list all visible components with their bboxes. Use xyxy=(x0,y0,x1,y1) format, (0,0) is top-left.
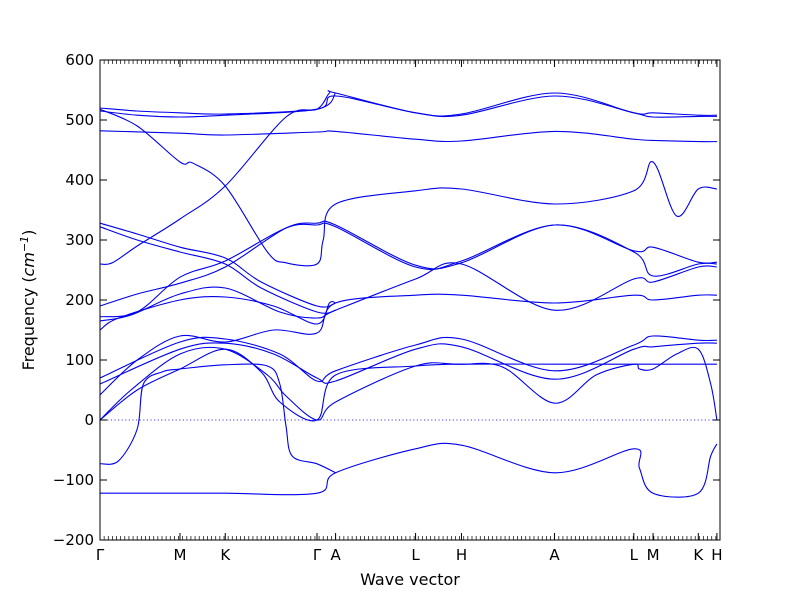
y-tick-label: −200 xyxy=(53,531,94,549)
phonon-band-10 xyxy=(99,222,717,318)
phonon-band-8 xyxy=(99,296,336,331)
y-tick-label: 500 xyxy=(65,111,94,129)
phonon-band-16 xyxy=(99,130,717,143)
phonon-band-9 xyxy=(99,262,717,322)
x-tick-label: M xyxy=(647,546,660,564)
x-tick-label: Γ xyxy=(96,546,105,564)
phonon-band-6 xyxy=(99,335,717,383)
y-tick-label: 100 xyxy=(65,351,94,369)
phonon-band-13 xyxy=(99,222,336,308)
x-tick-label: Γ xyxy=(313,546,322,564)
phonon-band-12 xyxy=(99,226,336,314)
phonon-band-3 xyxy=(99,346,717,421)
phonon-band-15 xyxy=(99,108,717,267)
y-tick-label: 300 xyxy=(65,231,94,249)
phonon-band-5 xyxy=(99,342,717,385)
y-tick-label: 400 xyxy=(65,171,94,189)
x-tick-label: M xyxy=(174,546,187,564)
y-tick-label: 0 xyxy=(84,411,94,429)
y-tick-label: 600 xyxy=(65,51,94,69)
phonon-band-11 xyxy=(99,220,717,307)
x-axis-label: Wave vector xyxy=(360,570,460,589)
y-axis-label: Frequency (cm−1) xyxy=(18,230,39,371)
x-tick-label: A xyxy=(549,546,560,564)
plot-background xyxy=(100,60,720,540)
phonon-band-1 xyxy=(100,442,718,498)
x-tick-label: A xyxy=(330,546,341,564)
phonon-band-7 xyxy=(99,293,717,396)
y-tick-label: −100 xyxy=(53,471,94,489)
x-tick-label: H xyxy=(711,546,722,564)
x-tick-label: L xyxy=(411,546,420,564)
phonon-band-4 xyxy=(99,346,718,422)
x-tick-label: K xyxy=(693,546,704,564)
x-tick-label: H xyxy=(456,546,467,564)
x-tick-label: L xyxy=(630,546,639,564)
x-tick-label: K xyxy=(220,546,231,564)
phonon-band-14 xyxy=(99,90,717,265)
y-tick-label: 200 xyxy=(65,291,94,309)
plot-frame xyxy=(99,59,721,541)
phonon-band-2 xyxy=(99,363,336,474)
phonon-band-18 xyxy=(99,95,717,118)
